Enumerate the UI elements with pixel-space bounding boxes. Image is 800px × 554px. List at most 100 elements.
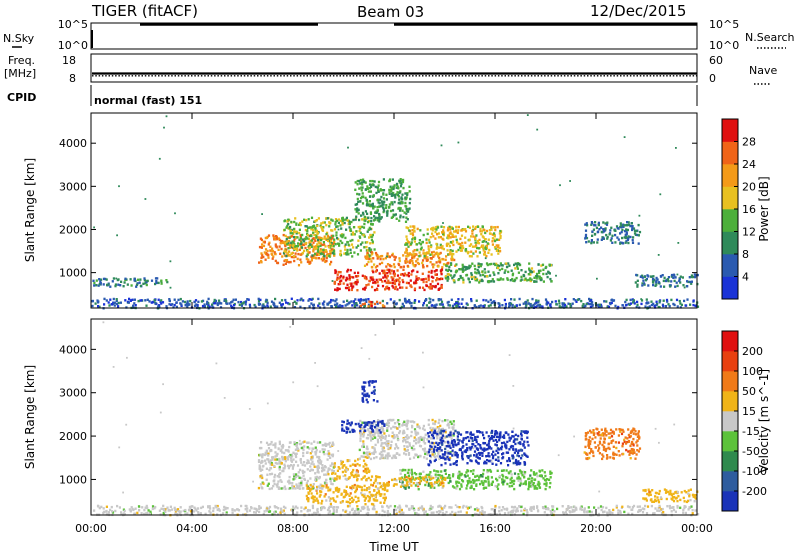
power-cell-4 bbox=[384, 275, 387, 278]
power-cell-4 bbox=[423, 288, 426, 292]
power-cell-6 bbox=[459, 246, 462, 249]
velocity-cell-1 bbox=[317, 466, 320, 469]
velocity-cell-1 bbox=[257, 486, 260, 490]
velocity-cell-6 bbox=[433, 448, 436, 451]
velocity-cell-0 bbox=[457, 510, 460, 514]
power-cell-7 bbox=[462, 269, 465, 272]
velocity-cell-0 bbox=[396, 506, 399, 509]
power-cell-4 bbox=[337, 277, 340, 280]
velocity-cell-0 bbox=[562, 511, 565, 514]
power-cell-0 bbox=[326, 302, 329, 306]
power-cell-10 bbox=[616, 236, 619, 239]
power-cell-0 bbox=[310, 298, 313, 301]
velocity-cell-6 bbox=[488, 455, 491, 458]
power-cell-0 bbox=[645, 298, 648, 301]
velocity-cell-6 bbox=[466, 447, 469, 450]
velocity-cell-3 bbox=[355, 469, 358, 472]
power-cell-4 bbox=[392, 286, 395, 289]
power-cell-3 bbox=[371, 253, 374, 256]
velocity-cell-0 bbox=[311, 504, 314, 508]
velocity-cell-3 bbox=[363, 475, 366, 478]
power-cell-8 bbox=[369, 204, 373, 208]
power-cell-0 bbox=[591, 303, 594, 307]
power-cell-8 bbox=[388, 205, 391, 209]
velocity-cell-2 bbox=[349, 501, 352, 505]
power-cell-0 bbox=[276, 305, 279, 308]
velocity-cell-4 bbox=[406, 437, 409, 440]
cpid-strip: CPID normal (fast) 151 bbox=[7, 85, 698, 107]
velocity-cell-2 bbox=[313, 495, 316, 499]
velocity-cell-4 bbox=[361, 421, 364, 424]
velocity-cell-4 bbox=[362, 433, 365, 437]
power-cell-6 bbox=[480, 230, 484, 233]
power-cell-4 bbox=[392, 270, 396, 273]
power-cell-3 bbox=[364, 241, 367, 244]
velocity-cell-1 bbox=[327, 450, 330, 453]
velocity-cell-0 bbox=[244, 508, 247, 511]
velocity-cell-0 bbox=[258, 510, 261, 514]
power-cell-0 bbox=[393, 306, 396, 309]
velocity-cell-3 bbox=[367, 476, 370, 480]
power-cell-10 bbox=[622, 242, 625, 245]
velocity-cell-0 bbox=[352, 512, 355, 515]
power-cell-1 bbox=[137, 278, 140, 281]
velocity-cell-0 bbox=[537, 510, 540, 513]
velocity-cell-6 bbox=[475, 455, 478, 458]
velocity-cell-6 bbox=[435, 441, 438, 445]
power-cell-0 bbox=[266, 305, 269, 309]
power-cell-0 bbox=[679, 302, 682, 305]
power-cell-6 bbox=[447, 237, 450, 240]
nsearch-tick-top: 10^5 bbox=[709, 18, 739, 31]
velocity-cell-1 bbox=[312, 487, 315, 490]
velocity-cell-0 bbox=[308, 509, 311, 512]
velocity-cell-0 bbox=[545, 507, 548, 511]
velocity-cell-6 bbox=[450, 441, 453, 444]
velocity-cell-0 bbox=[641, 511, 645, 514]
power-cell-6 bbox=[451, 240, 455, 243]
velocity-cell-3 bbox=[348, 459, 351, 462]
power-cell-8 bbox=[389, 178, 392, 181]
velocity-cell-4 bbox=[446, 419, 449, 422]
power-cell-sparse bbox=[163, 126, 165, 129]
power-cell-7 bbox=[520, 278, 523, 281]
velocity-cell-3 bbox=[352, 468, 355, 472]
power-cell-0 bbox=[347, 302, 350, 305]
power-cell-7 bbox=[528, 267, 531, 270]
velocity-cell-6 bbox=[476, 456, 479, 459]
velocity-cell-0 bbox=[511, 509, 514, 513]
velocity-cell-4 bbox=[423, 449, 426, 453]
power-cell-0 bbox=[108, 304, 111, 307]
power-cell-3 bbox=[345, 228, 348, 231]
velocity-cell-6 bbox=[497, 459, 500, 462]
velocity-cell-0 bbox=[336, 506, 340, 509]
power-cell-8 bbox=[389, 209, 393, 213]
power-cell-0 bbox=[440, 300, 444, 303]
velocity-cell-1 bbox=[268, 461, 271, 464]
velocity-cell-4 bbox=[371, 437, 374, 440]
power-cell-7 bbox=[492, 280, 496, 283]
power-cell-8 bbox=[381, 203, 384, 206]
power-cell-6 bbox=[470, 235, 473, 238]
velocity-cell-0 bbox=[494, 506, 497, 509]
power-cell-2 bbox=[305, 257, 308, 261]
power-cell-6 bbox=[493, 238, 496, 241]
power-cell-8 bbox=[362, 213, 365, 216]
power-cell-6 bbox=[430, 244, 433, 247]
power-cell-0 bbox=[621, 304, 624, 307]
velocity-cell-5 bbox=[357, 422, 360, 426]
power-cell-3 bbox=[284, 250, 287, 254]
velocity-cell-0 bbox=[480, 505, 483, 509]
power-cell-4 bbox=[413, 287, 417, 290]
power-cell-10 bbox=[632, 236, 635, 239]
velocity-cell-0 bbox=[561, 505, 564, 508]
velocity-cell-1 bbox=[263, 453, 266, 457]
velocity-cell-1 bbox=[309, 452, 312, 455]
velocity-cell-5 bbox=[346, 422, 349, 425]
power-cell-0 bbox=[312, 303, 315, 306]
power-cell-0 bbox=[280, 305, 283, 309]
power-cell-9 bbox=[376, 300, 379, 304]
power-cell-4 bbox=[351, 286, 354, 289]
power-cell-6 bbox=[449, 228, 452, 231]
velocity-cell-2 bbox=[370, 493, 373, 497]
velocity-cell-2 bbox=[314, 499, 317, 502]
